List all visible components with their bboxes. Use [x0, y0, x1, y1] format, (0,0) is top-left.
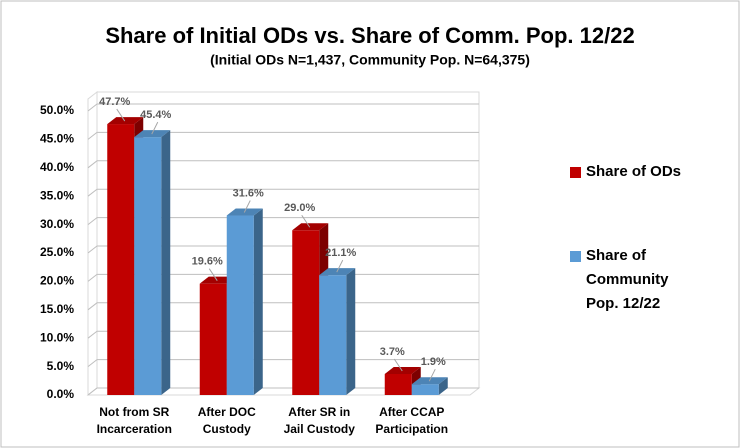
bar-side — [346, 268, 356, 395]
grid-line — [87, 188, 479, 197]
data-label: 19.6% — [192, 256, 223, 268]
bar-top — [107, 117, 144, 125]
y-tick-label: 30.0% — [40, 217, 74, 231]
leader-line — [208, 268, 218, 281]
y-tick-label: 50.0% — [40, 103, 74, 117]
x-tick-label-line: Custody — [203, 422, 251, 436]
leader-line — [393, 358, 403, 372]
bar — [384, 373, 412, 395]
x-tick-label-line: Jail Custody — [284, 422, 356, 436]
x-tick-label: After CCAP Participation — [375, 405, 448, 436]
bar-top — [384, 366, 421, 374]
data-label: 45.4% — [140, 109, 171, 121]
y-tick-label: 45.0% — [40, 132, 74, 146]
data-label: 29.0% — [284, 202, 315, 214]
chart-subtitle: (Initial ODs N=1,437, Community Pop. N=6… — [210, 52, 530, 68]
chart-title: Share of Initial ODs vs. Share of Comm. … — [105, 23, 634, 48]
bar — [134, 137, 162, 396]
leader-line — [151, 121, 159, 135]
legend: Share of ODs Share of Community Pop. 12/2… — [570, 160, 720, 316]
leader-line — [336, 259, 344, 273]
y-tick-label: 5.0% — [47, 359, 75, 373]
legend-item: Share of Community Pop. 12/22 — [570, 244, 720, 316]
bar-side — [253, 208, 263, 395]
x-tick-label-line: Not from SR — [99, 405, 169, 419]
bar — [319, 275, 347, 395]
leader-line — [301, 215, 311, 228]
y-tick-label: 40.0% — [40, 160, 74, 174]
legend-item: Share of ODs — [570, 160, 720, 184]
data-label: 31.6% — [233, 187, 264, 199]
y-tick-label: 15.0% — [40, 302, 74, 316]
legend-swatch — [570, 167, 581, 178]
y-tick-label: 25.0% — [40, 245, 74, 259]
grid-line — [87, 217, 479, 225]
grid-line — [87, 160, 479, 169]
y-tick-label: 10.0% — [40, 330, 74, 344]
bar — [292, 230, 320, 395]
leader-line — [428, 368, 436, 382]
x-tick-label: After DOC Custody — [198, 405, 256, 436]
grid-line — [87, 103, 479, 112]
x-tick-label: After SR in Jail Custody — [284, 405, 356, 436]
x-tick-label-line: After CCAP — [379, 405, 444, 419]
x-tick-label: Not from SR Incarceration — [97, 405, 172, 436]
leader-line — [116, 108, 126, 122]
bar — [107, 124, 135, 396]
data-label: 21.1% — [325, 247, 356, 259]
side-wall — [87, 90, 98, 397]
y-tick-label: 0.0% — [47, 387, 75, 401]
legend-label: Share of ODs — [586, 163, 682, 180]
x-tick-label-line: Incarceration — [97, 422, 172, 436]
x-tick-label-line: After DOC — [198, 405, 256, 419]
legend-swatch — [570, 251, 581, 262]
data-label: 1.9% — [421, 356, 446, 368]
data-label: 47.7% — [99, 96, 130, 108]
y-tick-label: 35.0% — [40, 188, 74, 202]
bar-top — [292, 223, 329, 231]
legend-label: Share of Community Pop. 12/22 — [586, 247, 669, 312]
x-tick-label-line: Participation — [375, 422, 448, 436]
leader-line — [243, 200, 251, 213]
bar — [199, 283, 227, 395]
bar — [226, 215, 254, 395]
grid-line — [87, 131, 479, 140]
x-tick-label-line: After SR in — [288, 405, 350, 419]
data-label: 3.7% — [380, 346, 405, 358]
bar-side — [161, 130, 171, 396]
y-tick-label: 20.0% — [40, 274, 74, 288]
bar-side — [438, 377, 448, 395]
bar — [411, 384, 439, 395]
grid-line — [87, 245, 479, 254]
